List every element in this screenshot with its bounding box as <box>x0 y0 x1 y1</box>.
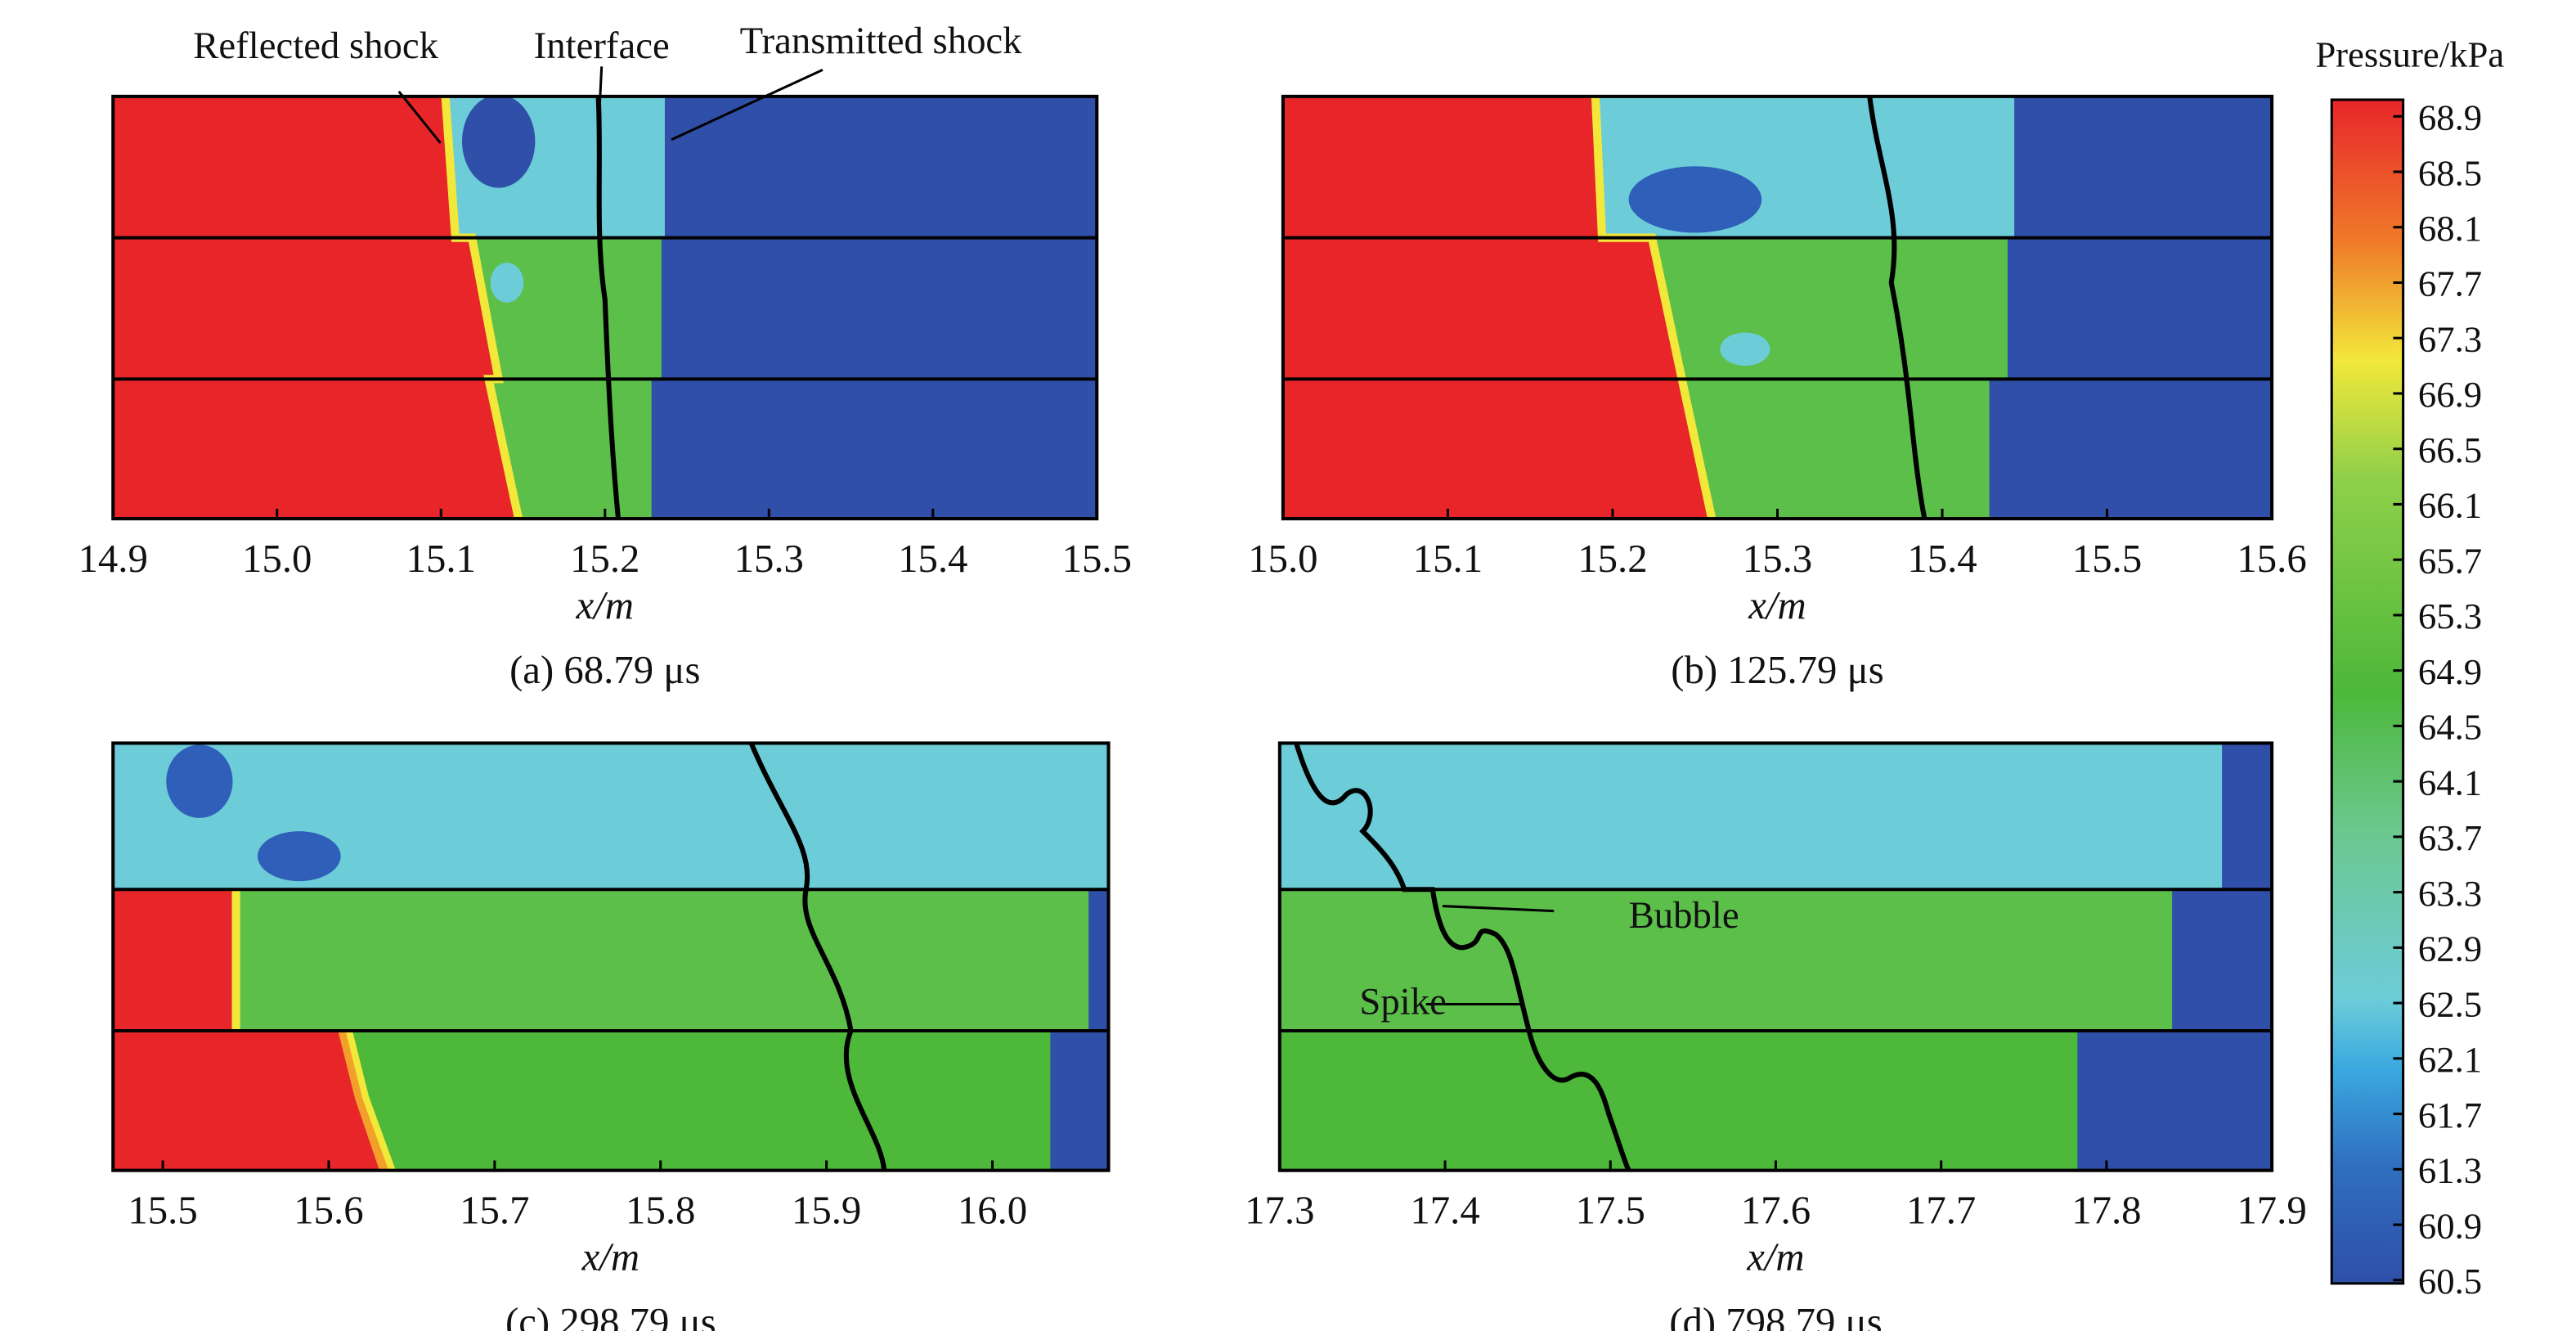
colorbar-tick-label: 60.5 <box>2418 1261 2482 1302</box>
x-tick-label: 15.4 <box>1907 537 1977 581</box>
contour-c <box>111 741 1111 1172</box>
colorbar-tick-label: 67.3 <box>2418 318 2482 359</box>
x-axis-label: x/m <box>1748 583 1806 627</box>
contour-b <box>1281 94 2274 521</box>
x-tick-label: 15.3 <box>1743 537 1812 581</box>
colorbar-tick-label: 64.1 <box>2418 762 2482 803</box>
x-tick-label: 14.9 <box>79 537 148 581</box>
colorbar-tick-label: 68.1 <box>2418 208 2482 249</box>
caption: (d) 798.79 μs <box>1669 1300 1882 1331</box>
x-tick-label: 15.5 <box>1062 537 1132 581</box>
annotation: Interface <box>534 25 670 67</box>
x-tick-label: 17.9 <box>2237 1189 2306 1233</box>
colorbar-tick-label: 68.5 <box>2418 152 2482 193</box>
x-tick-label: 15.1 <box>1413 537 1483 581</box>
caption: (c) 298.79 μs <box>505 1300 716 1331</box>
annotation: Spike <box>1359 981 1446 1023</box>
colorbar-tick-label: 62.5 <box>2418 983 2482 1024</box>
x-tick-label: 15.6 <box>294 1189 363 1233</box>
colorbar-tick-label: 61.3 <box>2418 1150 2482 1191</box>
x-axis-label: x/m <box>581 1235 640 1279</box>
colorbar-tick-label: 62.1 <box>2418 1039 2482 1080</box>
colorbar-tick-label: 66.5 <box>2418 429 2482 470</box>
x-tick-label: 17.8 <box>2071 1189 2141 1233</box>
x-tick-label: 17.3 <box>1245 1189 1314 1233</box>
annotation: Bubble <box>1629 894 1739 937</box>
x-tick-label: 15.6 <box>2237 537 2306 581</box>
colorbar-tick-label: 65.7 <box>2418 540 2482 581</box>
colorbar-tick-label: 64.5 <box>2418 707 2482 748</box>
colorbar-tick-label: 66.1 <box>2418 485 2482 526</box>
x-tick-label: 17.5 <box>1576 1189 1645 1233</box>
caption: (b) 125.79 μs <box>1671 648 1883 692</box>
x-tick-label: 15.1 <box>406 537 476 581</box>
colorbar-tick-label: 66.9 <box>2418 374 2482 415</box>
annotation: Transmitted shock <box>740 20 1023 62</box>
x-axis-label: x/m <box>576 583 634 627</box>
colorbar-tick-label: 62.9 <box>2418 929 2482 969</box>
contour-d <box>1277 741 2274 1172</box>
x-tick-label: 17.7 <box>1906 1189 1976 1233</box>
x-tick-label: 15.7 <box>460 1189 529 1233</box>
colorbar-tick-label: 65.3 <box>2418 596 2482 636</box>
colorbar-tick-label: 64.9 <box>2418 651 2482 692</box>
annotation: Reflected shock <box>193 25 438 67</box>
x-tick-label: 16.0 <box>958 1189 1027 1233</box>
caption: (a) 68.79 μs <box>509 648 700 692</box>
x-tick-label: 15.0 <box>1248 537 1317 581</box>
x-tick-label: 15.2 <box>570 537 640 581</box>
colorbar-tick-label: 61.7 <box>2418 1095 2482 1135</box>
x-tick-label: 15.5 <box>2072 537 2142 581</box>
x-tick-label: 15.8 <box>626 1189 695 1233</box>
colorbar <box>2330 98 2405 1285</box>
x-tick-label: 15.0 <box>242 537 312 581</box>
x-tick-label: 17.4 <box>1410 1189 1479 1233</box>
colorbar-tick-label: 63.7 <box>2418 817 2482 858</box>
x-axis-label: x/m <box>1746 1235 1804 1279</box>
x-tick-label: 15.3 <box>734 537 804 581</box>
x-tick-label: 15.4 <box>898 537 967 581</box>
colorbar-tick-label: 63.3 <box>2418 873 2482 914</box>
colorbar-tick-label: 60.9 <box>2418 1205 2482 1246</box>
colorbar-tick-label: 67.7 <box>2418 263 2482 304</box>
x-tick-label: 17.6 <box>1741 1189 1811 1233</box>
colorbar-tick-label: 68.9 <box>2418 97 2482 138</box>
x-tick-label: 15.9 <box>792 1189 861 1233</box>
x-tick-label: 15.2 <box>1577 537 1647 581</box>
colorbar-label: Pressure/kPa <box>2315 34 2504 74</box>
contour-a <box>111 66 1099 521</box>
x-tick-label: 15.5 <box>128 1189 197 1233</box>
